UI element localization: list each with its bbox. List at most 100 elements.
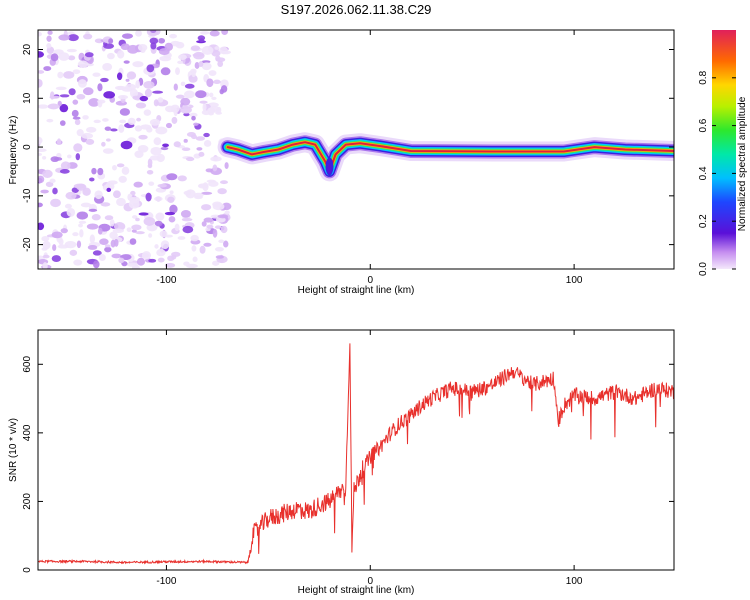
y-tick-label: 0 <box>22 567 33 573</box>
noise-blob <box>92 250 102 256</box>
noise-blob <box>169 204 178 214</box>
snr-panel: -100 0 100 0 200 400 600 Height of straight li… <box>8 329 675 596</box>
noise-blob <box>180 97 191 106</box>
noise-blob <box>148 181 155 186</box>
noise-blob <box>89 234 95 244</box>
noise-blob <box>168 216 176 223</box>
colorbar-tick-label: 0.0 <box>698 262 709 276</box>
noise-blob <box>67 55 76 61</box>
noise-blob <box>213 79 221 85</box>
noise-blob <box>198 151 205 157</box>
noise-blob <box>192 256 198 263</box>
noise-blob <box>76 211 89 220</box>
noise-blob <box>180 106 192 114</box>
noise-blob <box>38 202 43 208</box>
noise-blob <box>158 48 170 56</box>
noise-blob <box>165 122 173 129</box>
noise-blob <box>38 31 42 37</box>
noise-blob <box>88 98 100 107</box>
noise-blob <box>220 225 228 234</box>
noise-blob <box>91 167 97 175</box>
noise-blob <box>59 120 66 126</box>
noise-blob <box>78 223 83 228</box>
noise-blob <box>216 106 222 114</box>
noise-blob <box>190 45 201 51</box>
ridge-spike <box>327 163 332 174</box>
noise-blob <box>160 240 170 250</box>
noise-blob <box>143 81 155 89</box>
noise-blob <box>110 239 116 248</box>
noise-blob <box>83 33 93 40</box>
noise-blob <box>153 99 159 107</box>
spectrogram-ylabel: Frequency (Hz) <box>8 116 19 185</box>
noise-blob <box>149 37 159 45</box>
noise-blob <box>58 52 70 61</box>
noise-blob <box>42 262 48 269</box>
noise-blob <box>126 227 132 232</box>
noise-blob <box>208 180 219 187</box>
noise-blob <box>100 202 111 207</box>
noise-blob <box>68 88 76 96</box>
noise-blob <box>203 217 214 223</box>
noise-blob <box>201 221 207 227</box>
noise-blob <box>175 94 185 99</box>
noise-blob <box>175 67 180 76</box>
noise-blob <box>137 144 149 153</box>
noise-blob <box>212 164 218 172</box>
noise-blob <box>71 109 79 118</box>
noise-blob <box>218 239 225 244</box>
noise-blob <box>120 140 133 150</box>
chart-title: S197.2026.062.11.38.C29 <box>281 2 432 17</box>
noise-blob <box>63 71 75 79</box>
noise-blob <box>38 152 43 157</box>
noise-blob <box>127 193 133 201</box>
noise-blob <box>97 83 103 92</box>
noise-blob <box>136 257 146 266</box>
noise-blob <box>42 155 47 160</box>
noise-blob <box>177 236 186 240</box>
noise-blob <box>173 107 178 117</box>
noise-blob <box>173 141 181 148</box>
noise-blob <box>203 132 210 138</box>
noise-blob <box>138 212 149 216</box>
noise-blob <box>47 30 53 35</box>
noise-blob <box>155 212 165 221</box>
noise-blob <box>128 199 140 209</box>
noise-blob <box>191 115 196 121</box>
noise-blob <box>201 60 211 64</box>
noise-blob <box>136 117 141 122</box>
noise-blob <box>80 202 92 208</box>
noise-blob <box>203 140 212 147</box>
noise-blob <box>82 187 91 196</box>
noise-blob <box>41 236 50 242</box>
spectrogram-xlabel: Height of straight line (km) <box>298 285 415 296</box>
noise-blob <box>125 78 130 82</box>
noise-blob <box>157 97 164 103</box>
noise-blob <box>127 117 136 126</box>
noise-blob <box>209 92 214 98</box>
noise-blob <box>49 95 60 99</box>
noise-blob <box>49 178 56 183</box>
y-tick-label: 600 <box>22 356 33 373</box>
snr-frame <box>37 329 675 571</box>
noise-blob <box>97 100 103 108</box>
noise-blob <box>211 96 217 100</box>
noise-blob <box>181 217 193 222</box>
snr-ylabel: SNR (10 * v/v) <box>8 418 19 482</box>
x-tick-label: 0 <box>367 275 373 286</box>
noise-blob <box>121 87 134 92</box>
noise-blob <box>154 196 163 202</box>
noise-blob <box>98 254 106 262</box>
x-tick-label: 100 <box>566 576 583 587</box>
noise-blob <box>191 69 196 78</box>
noise-blob <box>59 169 70 174</box>
noise-blob <box>198 61 204 67</box>
noise-blob <box>50 53 59 62</box>
noise-blob <box>60 228 68 234</box>
colorbar-tick-label: 0.6 <box>698 118 709 132</box>
noise-blob <box>175 41 185 49</box>
y-tick-label: 0 <box>22 144 33 150</box>
noise-blob <box>40 189 49 194</box>
noise-blob <box>82 115 89 120</box>
